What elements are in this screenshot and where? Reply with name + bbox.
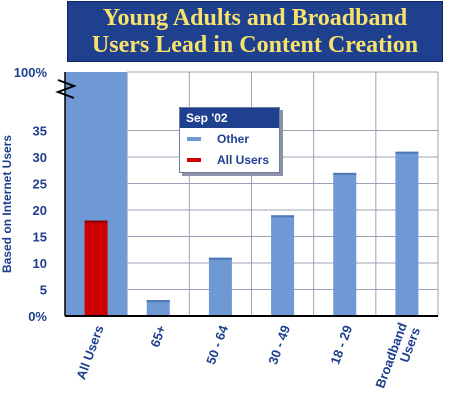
bar-18-29 — [333, 172, 357, 316]
bar-top-all-users — [84, 220, 108, 223]
y-tick-label-top: 100% — [14, 65, 48, 80]
legend-label-other: Other — [217, 131, 250, 146]
y-tick-label: 20 — [33, 203, 47, 218]
y-tick-label: 35 — [33, 124, 47, 139]
x-tick-label-30-49: 30 - 49 — [265, 323, 293, 366]
y-tick-label: 10 — [33, 256, 47, 271]
bar-top-30-49 — [271, 215, 295, 218]
bar-30-49 — [271, 215, 295, 316]
y-axis-title: Based on Internet Users — [0, 135, 14, 273]
legend-title: Sep '02 — [180, 108, 279, 128]
chart-title-box: Young Adults and Broadband Users Lead in… — [67, 1, 443, 62]
legend-item-all-users: All Users — [180, 149, 279, 170]
x-tick-label-line: 50 - 64 — [203, 323, 231, 367]
bar-top-broadband-users — [395, 151, 419, 154]
legend-swatch-other — [187, 136, 201, 141]
bar-broadband-users — [395, 151, 419, 316]
legend-label-all-users: All Users — [217, 152, 270, 167]
chart-title-line-2: Users Lead in Content Creation — [91, 31, 419, 58]
legend: Sep '02 Other All Users — [179, 107, 280, 173]
bar-50-64 — [208, 257, 232, 316]
y-tick-label: 15 — [33, 230, 47, 245]
bar-65 — [146, 300, 170, 316]
legend-item-other: Other — [180, 128, 279, 149]
x-tick-label-line: 65+ — [147, 323, 169, 349]
x-tick-label-line: All Users — [73, 323, 106, 381]
bar-top-18-29 — [333, 172, 357, 175]
y-tick-label: 25 — [33, 177, 47, 192]
x-tick-label-line: 18 - 29 — [327, 323, 355, 366]
x-tick-label-50-64: 50 - 64 — [203, 323, 231, 367]
y-tick-label: 0% — [28, 309, 47, 324]
axis-break-mark — [55, 79, 77, 99]
x-tick-label-line: 30 - 49 — [265, 323, 293, 366]
y-tick-label: 30 — [33, 150, 47, 165]
x-tick-label-broadband-users: BroadbandUsers — [372, 320, 423, 394]
x-tick-label-18-29: 18 - 29 — [327, 323, 355, 366]
x-tick-label-all-users: All Users — [73, 323, 106, 381]
y-tick-label: 5 — [40, 283, 47, 298]
x-tick-label-65: 65+ — [147, 323, 169, 349]
legend-swatch-all-users — [187, 157, 201, 162]
bar-top-50-64 — [208, 257, 232, 260]
chart-title-line-1: Young Adults and Broadband — [102, 4, 408, 31]
bar-top-65 — [146, 300, 170, 303]
bar-all-users — [84, 220, 108, 316]
